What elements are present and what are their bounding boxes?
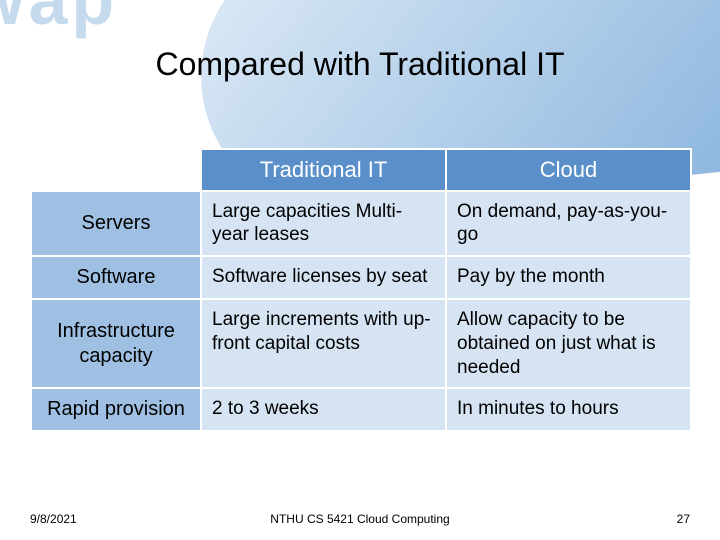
row-label-rapid-provision: Rapid provision bbox=[31, 388, 201, 431]
table-header-row: Traditional IT Cloud bbox=[31, 149, 691, 191]
cell-servers-cloud: On demand, pay-as-you-go bbox=[446, 191, 691, 257]
footer-course: NTHU CS 5421 Cloud Computing bbox=[0, 512, 720, 526]
cell-software-traditional: Software licenses by seat bbox=[201, 256, 446, 299]
table-header-cloud: Cloud bbox=[446, 149, 691, 191]
cell-infrastructure-traditional: Large increments with up-front capital c… bbox=[201, 299, 446, 388]
background-watermark: wap bbox=[0, 0, 230, 40]
footer-page-number: 27 bbox=[677, 512, 690, 526]
table-header-traditional: Traditional IT bbox=[201, 149, 446, 191]
row-label-software: Software bbox=[31, 256, 201, 299]
cell-infrastructure-cloud: Allow capacity to be obtained on just wh… bbox=[446, 299, 691, 388]
cell-rapid-traditional: 2 to 3 weeks bbox=[201, 388, 446, 431]
table-header-empty bbox=[31, 149, 201, 191]
cell-software-cloud: Pay by the month bbox=[446, 256, 691, 299]
comparison-table: Traditional IT Cloud Servers Large capac… bbox=[30, 148, 692, 432]
table-row: Rapid provision 2 to 3 weeks In minutes … bbox=[31, 388, 691, 431]
row-label-servers: Servers bbox=[31, 191, 201, 257]
table-row: Servers Large capacities Multi-year leas… bbox=[31, 191, 691, 257]
table-row: Software Software licenses by seat Pay b… bbox=[31, 256, 691, 299]
page-title: Compared with Traditional IT bbox=[0, 46, 720, 83]
cell-servers-traditional: Large capacities Multi-year leases bbox=[201, 191, 446, 257]
cell-rapid-cloud: In minutes to hours bbox=[446, 388, 691, 431]
slide-footer: 9/8/2021 NTHU CS 5421 Cloud Computing 27 bbox=[0, 512, 720, 530]
table-row: Infrastructure capacity Large increments… bbox=[31, 299, 691, 388]
row-label-infrastructure: Infrastructure capacity bbox=[31, 299, 201, 388]
comparison-table-wrap: Traditional IT Cloud Servers Large capac… bbox=[30, 148, 690, 432]
